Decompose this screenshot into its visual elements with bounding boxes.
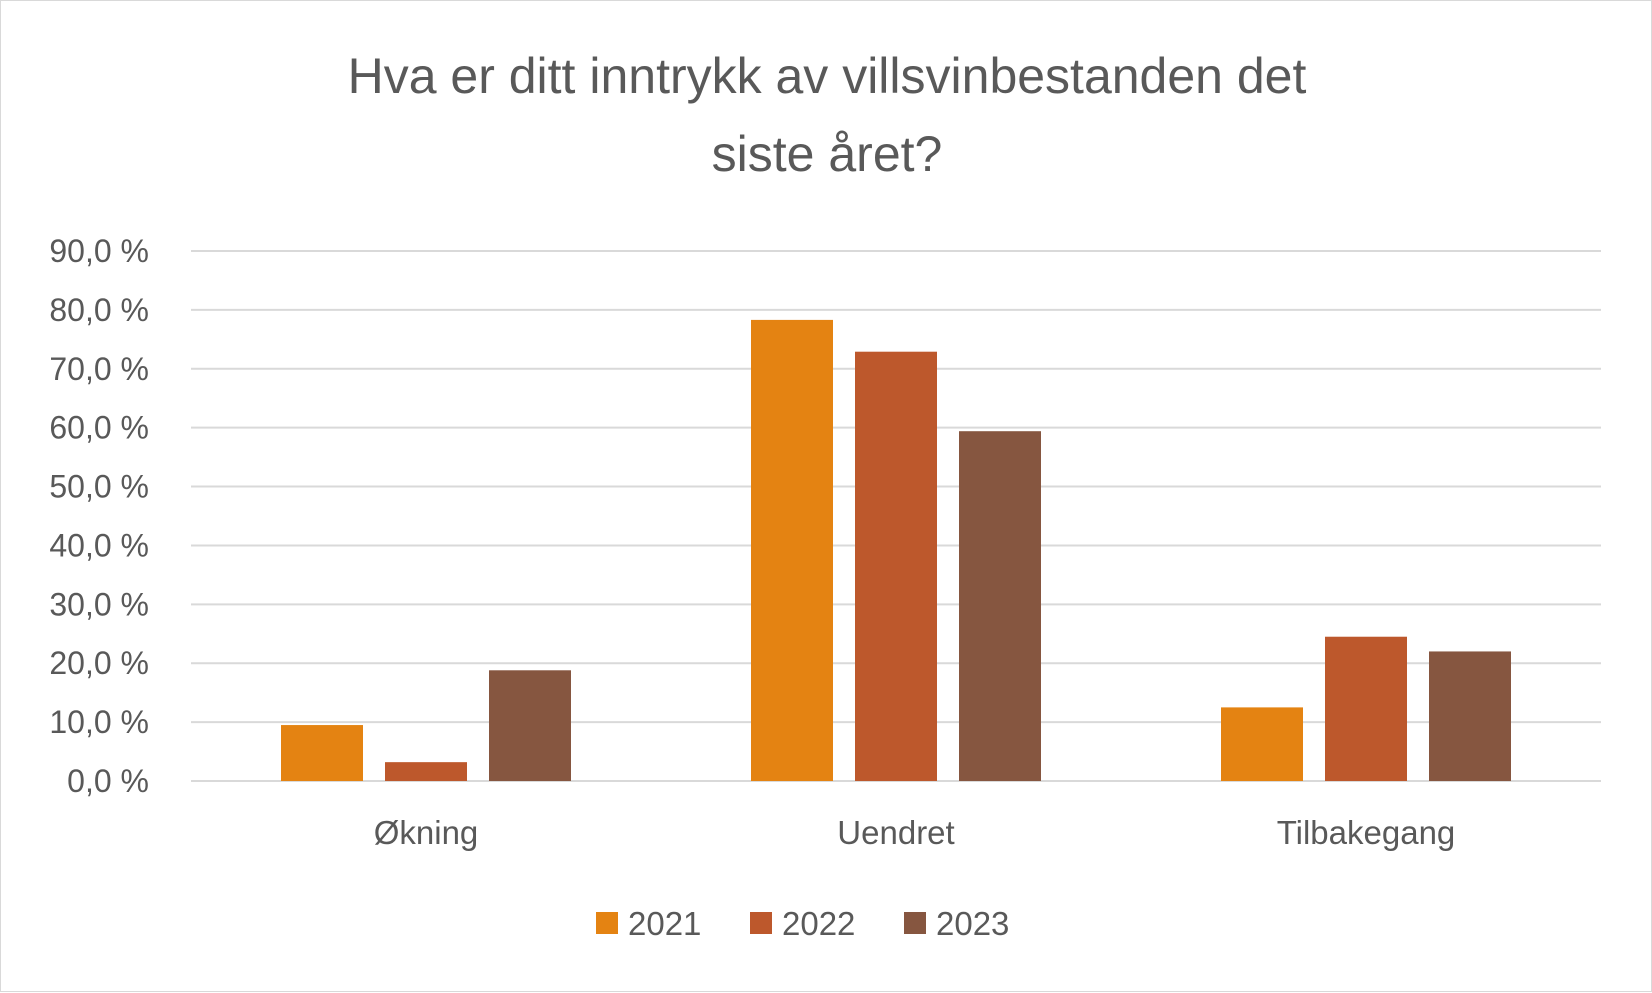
y-tick-label: 0,0 % (67, 763, 149, 799)
x-axis-categories: Økning Uendret Tilbakegang (374, 814, 1456, 851)
chart-title-line-1: Hva er ditt inntrykk av villsvinbestande… (348, 48, 1307, 104)
bar (855, 351, 937, 781)
legend: 2021 2022 2023 (596, 905, 1009, 942)
chart-title-line-2: siste året? (712, 126, 943, 182)
y-axis-ticks: 0,0 % 10,0 % 20,0 % 30,0 % 40,0 % 50,0 % 60,0 … (49, 233, 149, 799)
bar (281, 725, 363, 781)
category-label: Uendret (837, 814, 954, 851)
y-tick-label: 70,0 % (49, 351, 149, 387)
bar (1325, 636, 1407, 781)
bar (1429, 651, 1511, 781)
legend-swatch (904, 912, 926, 934)
y-tick-label: 40,0 % (49, 527, 149, 563)
y-tick-label: 80,0 % (49, 292, 149, 328)
legend-swatch (750, 912, 772, 934)
bars (281, 319, 1511, 781)
bar (751, 319, 833, 781)
legend-label: 2023 (936, 905, 1009, 942)
legend-label: 2021 (628, 905, 701, 942)
category-label: Økning (374, 814, 479, 851)
bar (1221, 707, 1303, 781)
y-tick-label: 30,0 % (49, 586, 149, 622)
y-tick-label: 20,0 % (49, 645, 149, 681)
bar (385, 762, 467, 781)
y-tick-label: 50,0 % (49, 469, 149, 505)
category-label: Tilbakegang (1277, 814, 1456, 851)
bar (489, 670, 571, 781)
y-tick-label: 10,0 % (49, 704, 149, 740)
y-tick-label: 60,0 % (49, 410, 149, 446)
legend-swatch (596, 912, 618, 934)
legend-label: 2022 (782, 905, 855, 942)
y-tick-label: 90,0 % (49, 233, 149, 269)
bar (959, 431, 1041, 781)
